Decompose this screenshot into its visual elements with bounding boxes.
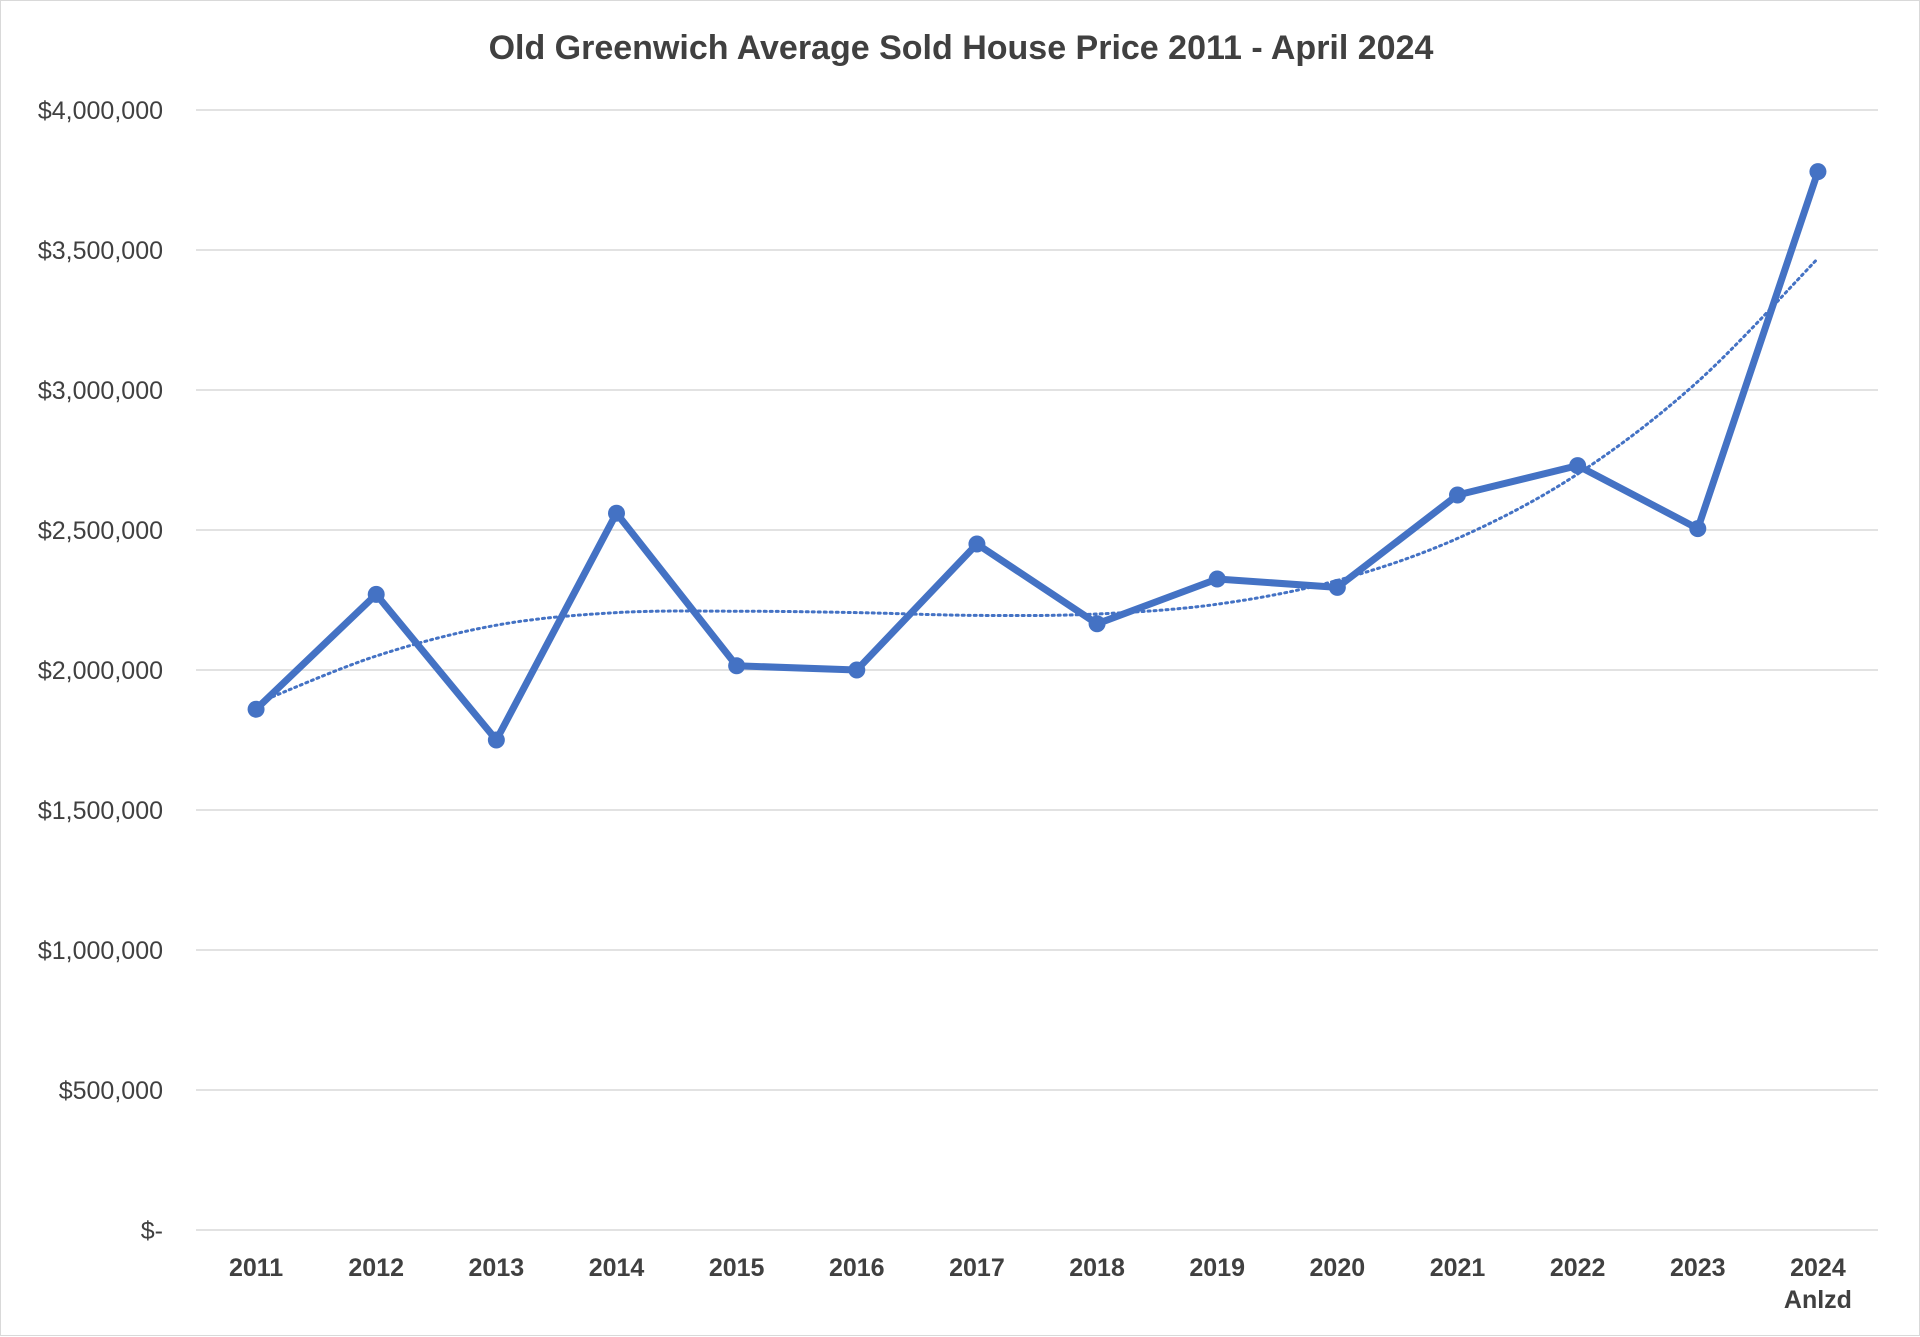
y-tick-label: $3,000,000 [38, 377, 163, 405]
y-tick-label: $1,000,000 [38, 937, 163, 965]
x-tick-label: 2024 Anlzd [1784, 1254, 1852, 1314]
y-tick-label: $500,000 [59, 1077, 163, 1105]
x-tick-label: 2021 [1430, 1254, 1486, 1282]
data-point [968, 535, 986, 553]
x-tick-label: 2020 [1310, 1254, 1366, 1282]
x-tick-label: 2016 [829, 1254, 885, 1282]
x-tick-label: 2015 [709, 1254, 765, 1282]
data-point [1689, 520, 1707, 538]
y-tick-label: $2,000,000 [38, 657, 163, 685]
data-point [1208, 570, 1226, 588]
x-axis-tick-labels: 2011 2012 2013 2014 2015 2016 2017 2018 2019 2020… [229, 1254, 1852, 1314]
y-tick-label: $2,500,000 [38, 517, 163, 545]
chart-title: Old Greenwich Average Sold House Price 2… [489, 29, 1434, 67]
y-axis-tick-labels: $- $500,000 $1,000,000 $1,500,000 $2,000,000… [38, 97, 163, 1245]
data-point [247, 700, 265, 718]
x-tick-label: 2013 [469, 1254, 525, 1282]
x-tick-label: 2014 [589, 1254, 645, 1282]
x-tick-label: 2012 [348, 1254, 404, 1282]
x-tick-label: 2011 [229, 1254, 283, 1282]
x-tick-label: 2018 [1069, 1254, 1125, 1282]
data-point [487, 731, 505, 749]
trendline [254, 256, 1820, 706]
series-layer [247, 163, 1827, 749]
series-line [252, 168, 1822, 744]
x-tick-label: 2017 [949, 1254, 1005, 1282]
data-point [608, 504, 625, 522]
data-point [1809, 163, 1827, 181]
data-point [728, 657, 746, 675]
y-tick-label: $1,500,000 [38, 797, 163, 825]
data-point [1569, 457, 1587, 475]
trendline-layer [254, 256, 1820, 706]
data-point [367, 585, 385, 603]
x-tick-label: 2023 [1670, 1254, 1726, 1282]
data-point [848, 661, 866, 679]
data-point [1328, 578, 1346, 596]
y-tick-label: $4,000,000 [38, 97, 163, 125]
x-tick-label: 2022 [1550, 1254, 1606, 1282]
y-tick-label: $3,500,000 [38, 237, 163, 265]
data-point [1449, 486, 1466, 504]
x-tick-label: 2019 [1189, 1254, 1245, 1282]
y-tick-label: $- [141, 1217, 163, 1245]
gridlines [196, 109, 1878, 1231]
data-point [1088, 615, 1106, 633]
